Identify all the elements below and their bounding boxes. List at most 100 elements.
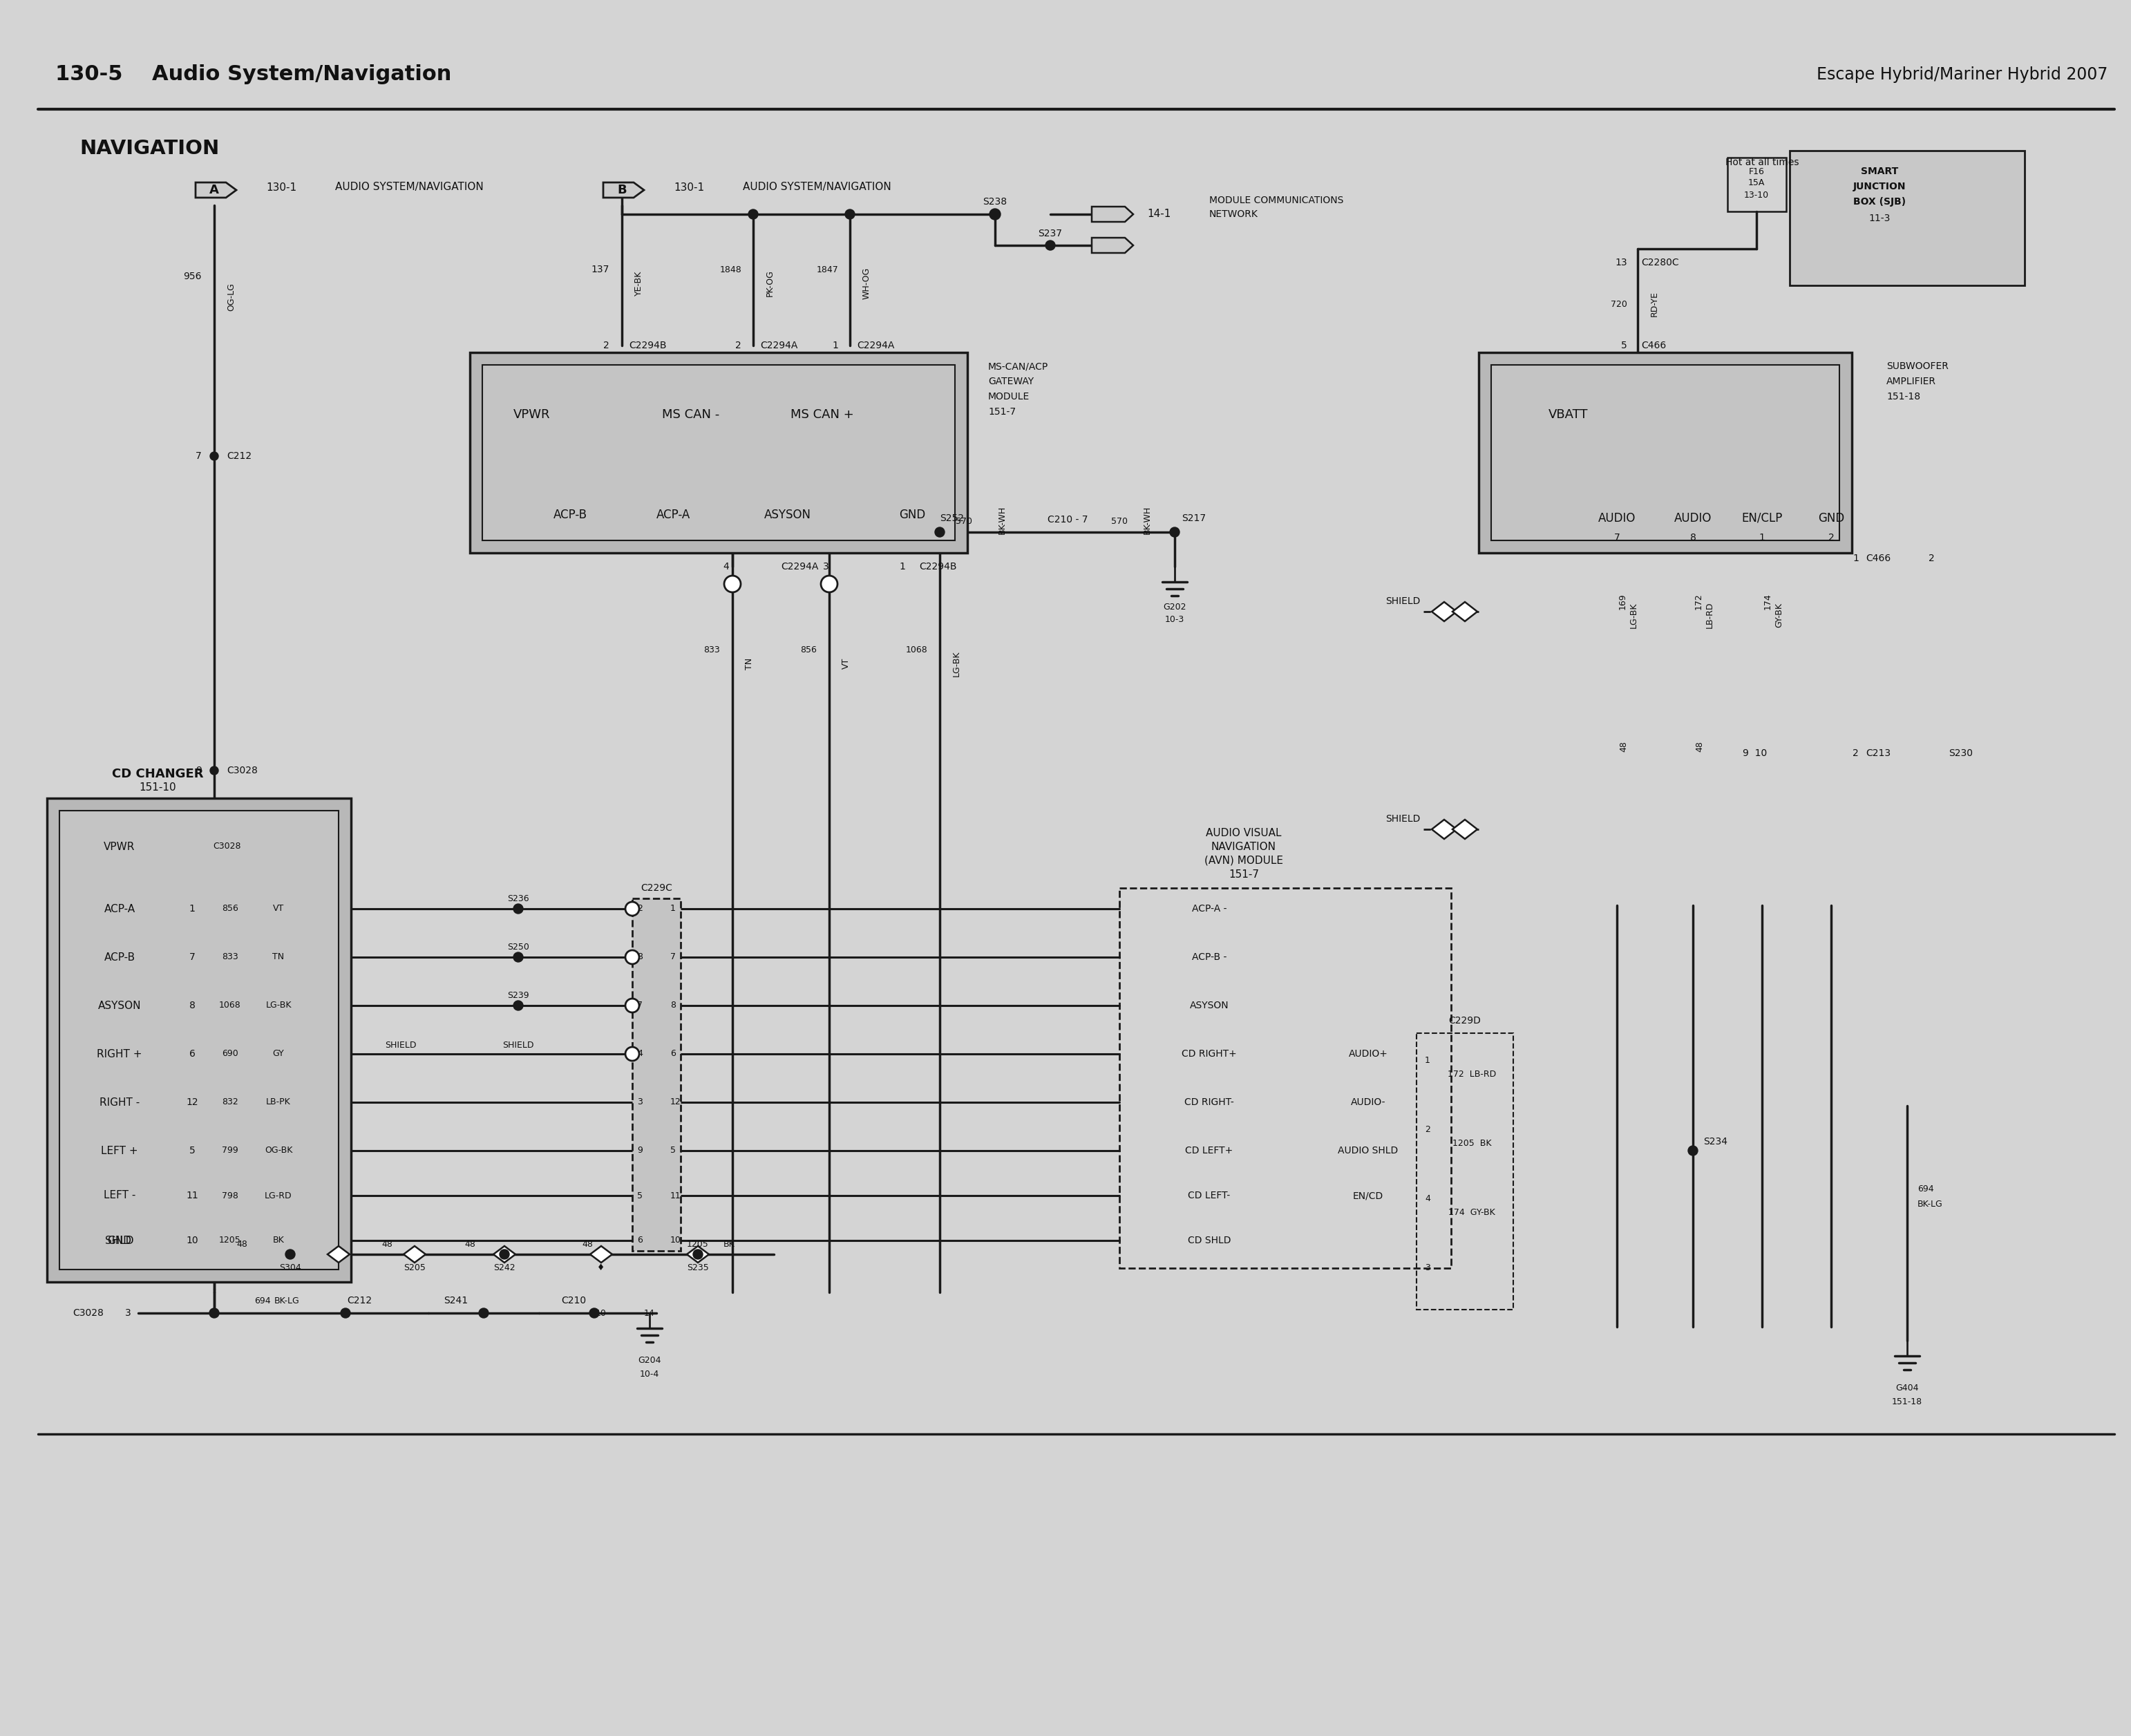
- Text: BOX (SJB): BOX (SJB): [1854, 196, 1905, 207]
- Text: 48: 48: [465, 1240, 475, 1248]
- Text: 1: 1: [831, 340, 837, 351]
- Text: NAVIGATION: NAVIGATION: [1210, 842, 1276, 852]
- Bar: [1119, 889, 1451, 1267]
- Circle shape: [1170, 528, 1181, 536]
- Text: LEFT -: LEFT -: [104, 1191, 136, 1201]
- Text: Escape Hybrid/Mariner Hybrid 2007: Escape Hybrid/Mariner Hybrid 2007: [1816, 66, 2108, 83]
- Text: 3: 3: [823, 562, 829, 571]
- Text: MODULE: MODULE: [989, 392, 1029, 401]
- Text: A: A: [209, 184, 219, 196]
- Text: C2294A: C2294A: [780, 562, 818, 571]
- Text: 10-4: 10-4: [639, 1370, 658, 1378]
- Text: C2294B: C2294B: [918, 562, 957, 571]
- Text: 1: 1: [1852, 554, 1858, 562]
- Circle shape: [209, 1309, 219, 1318]
- Text: 48: 48: [582, 1240, 592, 1248]
- Text: 8: 8: [1690, 533, 1696, 542]
- Text: 4: 4: [1426, 1194, 1430, 1203]
- Text: ASYSON: ASYSON: [1189, 1000, 1230, 1010]
- Circle shape: [286, 1250, 294, 1259]
- Text: G204: G204: [637, 1356, 661, 1364]
- Text: S230: S230: [1948, 748, 1973, 759]
- Text: BK-WH: BK-WH: [997, 505, 1006, 535]
- Text: 570: 570: [1110, 517, 1127, 526]
- Text: AMPLIFIER: AMPLIFIER: [1886, 377, 1937, 387]
- Polygon shape: [1453, 819, 1477, 838]
- Text: 151-7: 151-7: [1230, 870, 1259, 880]
- Text: 169: 169: [1617, 594, 1628, 609]
- Text: 856: 856: [222, 904, 239, 913]
- Circle shape: [514, 904, 522, 913]
- Text: 856: 856: [801, 646, 816, 654]
- Text: 14-1: 14-1: [1146, 208, 1170, 219]
- Text: MS-CAN/ACP: MS-CAN/ACP: [989, 361, 1048, 372]
- Text: 570: 570: [955, 517, 972, 526]
- Text: 10: 10: [671, 1236, 682, 1245]
- Text: SUBWOOFER: SUBWOOFER: [1886, 361, 1948, 372]
- Text: S250: S250: [507, 943, 528, 951]
- Text: 11-3: 11-3: [1869, 214, 1890, 224]
- Text: F16: F16: [1750, 167, 1764, 175]
- Text: 2: 2: [1852, 748, 1858, 759]
- Text: CD RIGHT-: CD RIGHT-: [1185, 1097, 1234, 1108]
- Text: C212: C212: [347, 1295, 371, 1305]
- Polygon shape: [590, 1246, 612, 1262]
- Text: S236: S236: [507, 894, 528, 903]
- Text: 7: 7: [671, 953, 676, 962]
- Text: 1205: 1205: [686, 1240, 710, 1248]
- Circle shape: [514, 953, 522, 962]
- Text: 130-1: 130-1: [673, 182, 703, 193]
- Text: S237: S237: [1038, 229, 1063, 238]
- Circle shape: [341, 1309, 349, 1318]
- Text: ACP-A: ACP-A: [104, 904, 134, 913]
- Text: C3028: C3028: [72, 1309, 104, 1318]
- Text: SHIELD: SHIELD: [503, 1042, 535, 1050]
- Bar: [47, 799, 352, 1281]
- Text: SHIELD: SHIELD: [1385, 597, 1419, 606]
- Text: 690: 690: [222, 1049, 239, 1059]
- Polygon shape: [1453, 602, 1477, 621]
- Text: AUDIO SYSTEM/NAVIGATION: AUDIO SYSTEM/NAVIGATION: [335, 182, 484, 193]
- Text: BK-LG: BK-LG: [1918, 1200, 1943, 1208]
- Text: AUDIO VISUAL: AUDIO VISUAL: [1206, 828, 1281, 838]
- Text: S304: S304: [279, 1264, 300, 1272]
- Text: 3: 3: [126, 1309, 132, 1318]
- Text: TN: TN: [746, 658, 754, 670]
- Circle shape: [624, 950, 639, 963]
- Text: 15A: 15A: [1747, 179, 1764, 187]
- Text: LEFT +: LEFT +: [100, 1146, 139, 1156]
- Text: 5: 5: [1622, 340, 1628, 351]
- Circle shape: [211, 766, 217, 774]
- Text: 9: 9: [637, 1146, 644, 1154]
- Text: 8: 8: [671, 1002, 676, 1010]
- Text: 13: 13: [1615, 257, 1628, 267]
- Bar: [633, 899, 680, 1252]
- Text: G404: G404: [1897, 1384, 1918, 1392]
- Circle shape: [748, 210, 759, 219]
- Polygon shape: [603, 182, 644, 198]
- Text: C466: C466: [1641, 340, 1666, 351]
- Polygon shape: [403, 1246, 426, 1262]
- Text: 1205  BK: 1205 BK: [1453, 1139, 1492, 1147]
- Text: LG-BK: LG-BK: [266, 1002, 292, 1010]
- Circle shape: [211, 451, 217, 460]
- Text: WH-OG: WH-OG: [863, 267, 872, 299]
- Text: ACP-A: ACP-A: [656, 509, 690, 521]
- Text: 6: 6: [671, 1049, 676, 1059]
- Text: S239: S239: [507, 991, 528, 1000]
- Text: MODULE COMMUNICATIONS: MODULE COMMUNICATIONS: [1208, 196, 1343, 205]
- Text: VBATT: VBATT: [1549, 408, 1588, 420]
- Polygon shape: [1091, 238, 1134, 253]
- Text: RD-YE: RD-YE: [1649, 292, 1660, 316]
- Text: 3: 3: [1426, 1264, 1430, 1272]
- Text: 8: 8: [637, 953, 644, 962]
- Text: MS CAN -: MS CAN -: [663, 408, 720, 420]
- Text: AUDIO+: AUDIO+: [1349, 1049, 1387, 1059]
- Text: 7: 7: [196, 451, 202, 462]
- Text: 172: 172: [1694, 594, 1703, 609]
- Text: 1: 1: [190, 904, 196, 913]
- Text: 1068: 1068: [906, 646, 927, 654]
- Text: LB-RD: LB-RD: [1705, 602, 1713, 628]
- Text: 5: 5: [671, 1146, 676, 1154]
- Text: 2: 2: [1828, 533, 1835, 542]
